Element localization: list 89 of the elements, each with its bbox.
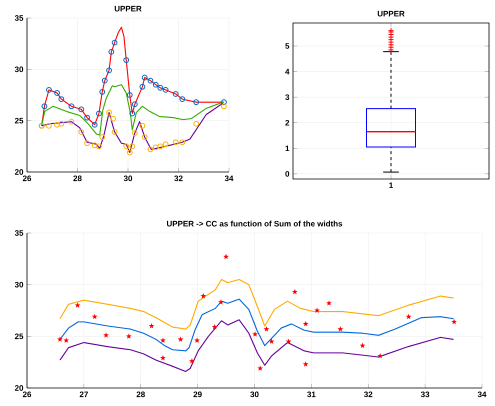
point [139,84,146,90]
point [200,293,206,298]
point [99,89,106,95]
point [194,337,200,343]
point [74,302,80,308]
point [78,106,84,112]
point [193,99,200,106]
point [193,120,200,127]
point [99,134,106,140]
point [68,118,74,125]
point [162,141,169,148]
point [221,99,227,106]
point [160,355,166,360]
point [292,288,298,294]
line-series [59,319,454,372]
point [92,122,98,128]
point [162,86,169,93]
point [102,78,108,84]
point [172,139,179,146]
point [123,143,130,150]
point [92,142,98,148]
point [139,122,146,129]
point [223,254,229,260]
point [46,122,52,129]
point [157,143,164,150]
point [96,143,102,150]
point [68,103,74,110]
point [160,337,166,343]
point [377,352,384,358]
line-series [41,102,224,154]
point [157,84,164,91]
point [106,67,112,74]
point [132,130,138,136]
point [179,96,186,102]
point [338,326,344,332]
point [123,57,130,63]
point [257,365,264,371]
point [189,358,195,364]
point [42,103,48,110]
point [152,82,159,88]
point [106,110,112,116]
point [179,139,186,146]
point [78,129,84,135]
point [84,114,90,120]
point [126,333,132,339]
point [63,337,70,343]
point [103,332,109,338]
point [268,338,274,344]
point [221,103,227,110]
point [132,101,138,108]
point [142,134,148,140]
point [406,314,412,320]
point [148,146,154,152]
point [264,326,270,332]
point [178,336,184,342]
point [142,74,148,80]
point [84,140,90,146]
point [314,308,320,313]
point [302,320,309,326]
point [148,78,154,84]
point [58,96,64,102]
point [112,40,118,46]
point [96,110,102,116]
point [129,143,136,150]
point [54,122,60,128]
line-series [41,84,224,136]
line-series [59,278,454,330]
point [112,129,118,135]
point [302,361,309,367]
point [286,338,292,344]
point [172,91,179,97]
point [152,144,159,150]
point [108,48,114,55]
point [252,331,258,337]
point [218,299,224,305]
point [110,116,116,122]
point [126,92,133,98]
point [360,342,366,348]
point [46,86,52,93]
point [129,110,136,116]
point [126,150,133,156]
point [57,336,63,342]
line-series [41,26,224,126]
point [92,314,98,320]
point [54,90,60,96]
point [148,323,154,328]
point [451,318,457,324]
point [58,120,64,127]
point [212,324,218,330]
